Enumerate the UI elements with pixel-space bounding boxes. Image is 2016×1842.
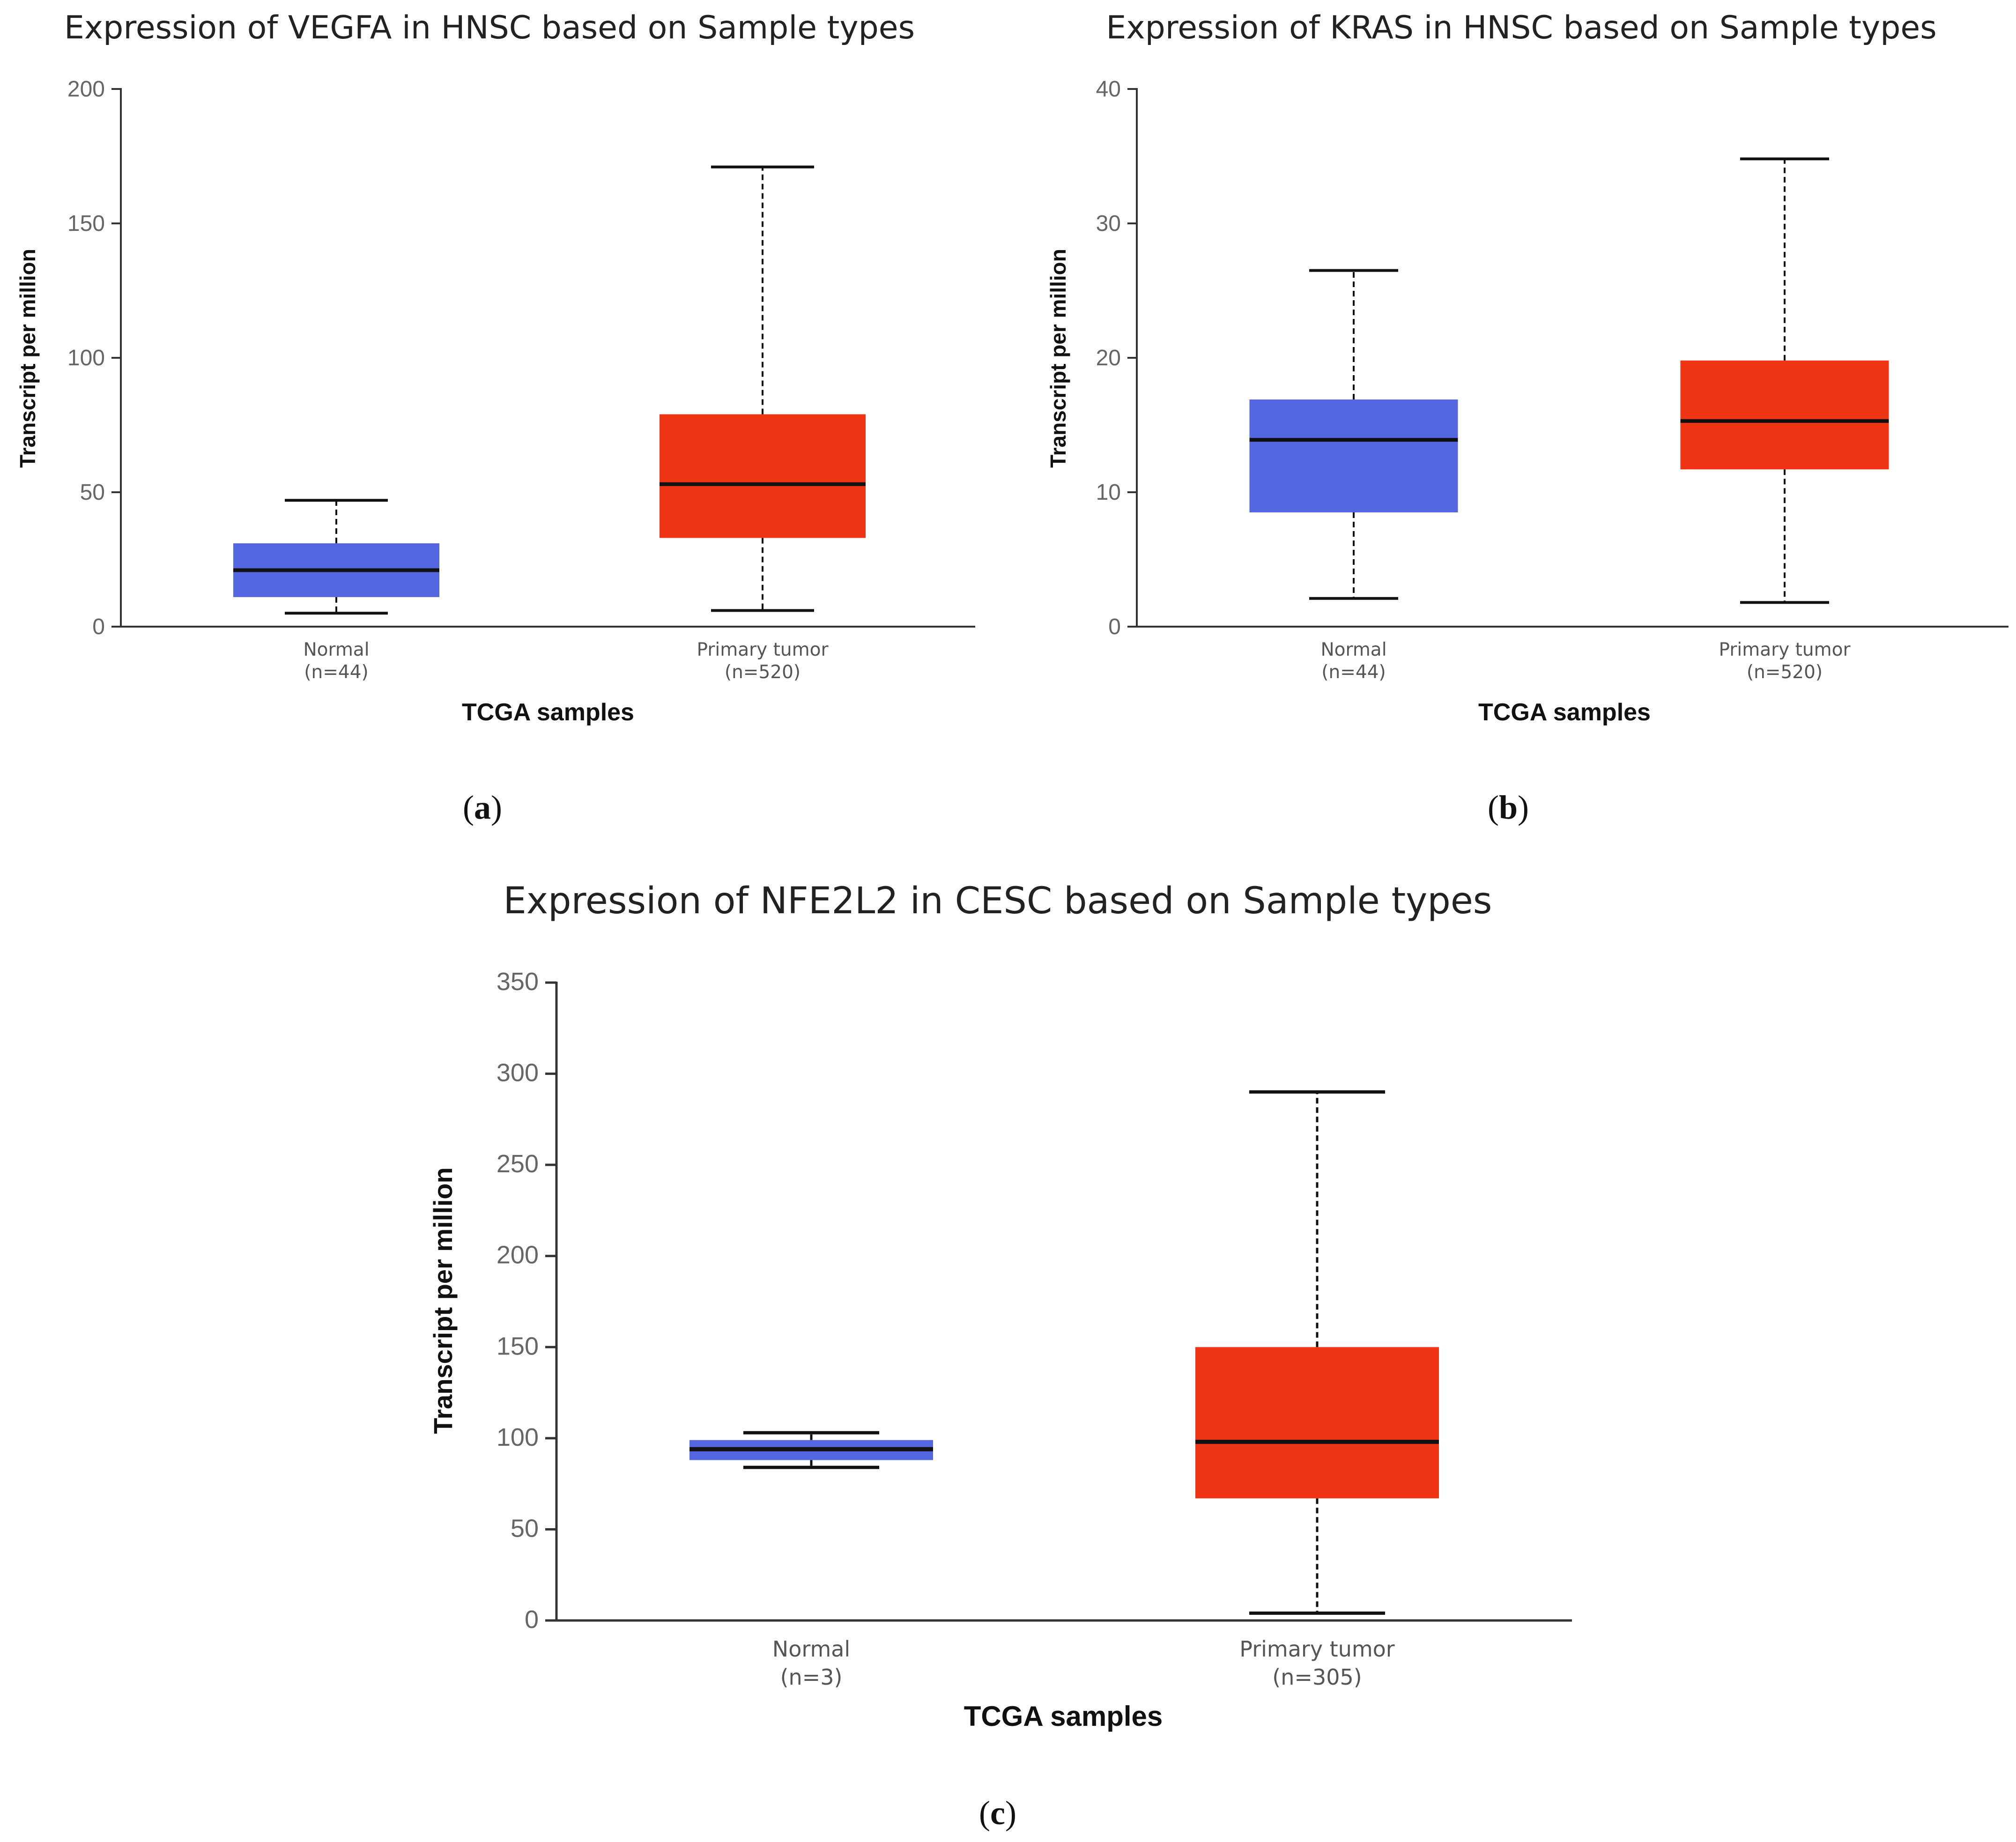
panel-label: (a) [463,789,502,826]
y-tick-label: 0 [1108,614,1121,639]
y-tick-label: 30 [1096,211,1121,236]
category-label: Primary tumor [697,639,829,660]
chart-panel-c: Expression of NFE2L2 in CESC based on Sa… [428,880,1572,1832]
y-tick-label: 0 [525,1605,539,1634]
category-label: Normal [772,1636,850,1662]
y-tick-label: 50 [80,480,105,505]
plot-area: 0 10 20 30 40 Normal(n=44) Primary tumor(n=520… [1096,77,2009,683]
chart-panel-a: Expression of VEGFA in HNSC based on Sam… [15,9,975,826]
y-tick-label: 150 [67,211,105,236]
y-tick-label: 40 [1096,77,1121,102]
y-tick-label: 100 [67,346,105,370]
sample-count-label: (n=520) [725,662,800,683]
x-axis-label: TCGA samples [462,699,634,726]
panel-label: (b) [1488,789,1529,826]
chart-title: Expression of KRAS in HNSC based on Samp… [1106,9,1936,46]
box-normal [1249,399,1458,513]
y-axis-label: Transcript per million [428,1167,458,1434]
y-tick-label: 200 [67,77,105,102]
y-axis-label: Transcript per million [1046,249,1070,468]
chart-title: Expression of NFE2L2 in CESC based on Sa… [504,880,1492,922]
sample-count-label: (n=44) [304,662,368,683]
y-tick-label: 150 [497,1332,539,1360]
y-tick-label: 50 [511,1514,539,1542]
plot-area: 0 50 100 150 200 Normal(n=44) Primary tumor(n=… [67,77,975,683]
category-label: Primary tumor [1719,639,1851,660]
category-label: Primary tumor [1239,1636,1395,1662]
chart-panel-b: Expression of KRAS in HNSC based on Samp… [1046,9,2009,826]
panel-label: (c) [979,1794,1016,1832]
y-tick-label: 0 [92,614,105,639]
y-tick-label: 350 [497,968,539,996]
sample-count-label: (n=44) [1321,662,1386,683]
y-tick-label: 300 [497,1059,539,1087]
x-axis-label: TCGA samples [964,1701,1163,1732]
box-tumor [1195,1347,1439,1499]
category-label: Normal [1320,639,1386,660]
y-tick-label: 250 [497,1150,539,1178]
y-tick-label: 20 [1096,346,1121,370]
box-tumor [660,414,866,538]
y-tick-label: 200 [497,1241,539,1269]
plot-area: 0 50 100 150 200 250 300 350 Normal(n=3) Primary … [497,968,1572,1690]
chart-title: Expression of VEGFA in HNSC based on Sam… [64,9,915,46]
sample-count-label: (n=305) [1272,1664,1362,1690]
sample-count-label: (n=520) [1747,662,1823,683]
y-axis-label: Transcript per million [15,249,40,468]
x-axis-label: TCGA samples [1478,699,1651,726]
sample-count-label: (n=3) [780,1664,843,1690]
y-tick-label: 100 [497,1423,539,1451]
category-label: Normal [303,639,369,660]
box-tumor [1680,360,1889,470]
y-tick-label: 10 [1096,480,1121,505]
